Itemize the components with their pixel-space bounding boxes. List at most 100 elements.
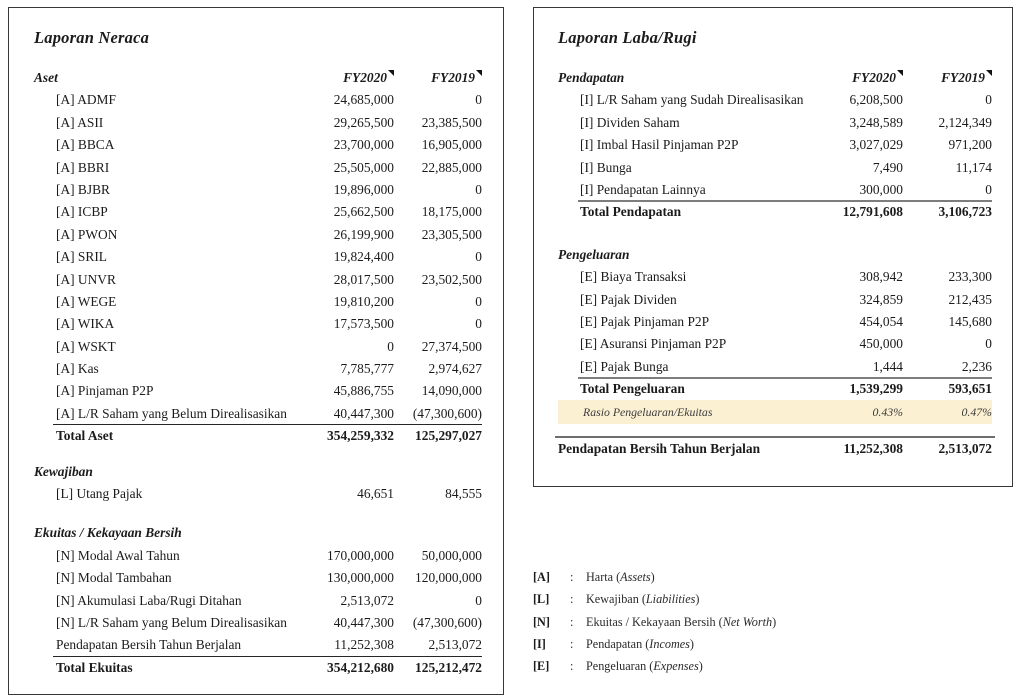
fy2019-value: 23,502,500	[421, 271, 482, 287]
report-row: [A] BJBR 19,896,000 0	[9, 179, 503, 201]
row-label: [A] SRIL	[56, 249, 107, 265]
row-label: Total Pendapatan	[580, 204, 682, 220]
fy2019-value: 3,106,723	[938, 204, 992, 220]
fy2019-value: (47,300,600)	[412, 405, 482, 421]
fy2020-value: 19,824,400	[333, 249, 394, 265]
report-row: Pendapatan Bersih Tahun Berjalan 11,252,…	[534, 436, 1012, 460]
report-row: [A] ICBP 25,662,500 18,175,000	[9, 201, 503, 223]
fy2019-value: 0	[475, 249, 482, 265]
report-row: [A] WIKA 17,573,500 0	[9, 313, 503, 335]
fy2020-value: 450,000	[859, 336, 903, 352]
section-title: Aset	[34, 70, 58, 85]
fy2020-value: 3,248,589	[849, 114, 903, 130]
fy2019-value: 23,385,500	[421, 114, 482, 130]
fy2019-value: 2,236	[961, 358, 992, 374]
report-row: [I] Imbal Hasil Pinjaman P2P 3,027,029 9…	[534, 134, 1012, 156]
section-header-row: Aset FY2020 FY2019	[9, 67, 503, 89]
row-label: [A] BBRI	[56, 159, 110, 175]
report-row: [N] L/R Saham yang Belum Direalisasikan …	[9, 612, 503, 634]
legend-description: Pengeluaran (Expenses)	[586, 659, 703, 674]
report-row: Total Pengeluaran 1,539,299 593,651	[534, 377, 1012, 400]
fy2019-value: 0	[985, 181, 992, 197]
row-label: [E] Pajak Bunga	[580, 358, 669, 374]
section-header-row: Pengeluaran	[534, 244, 1012, 266]
row-label: [E] Pajak Dividen	[580, 291, 677, 307]
fy2020-value: 1,539,299	[849, 381, 903, 397]
fy2019-value: 2,513,072	[428, 637, 482, 653]
fy2020-value: 170,000,000	[327, 547, 394, 563]
fy2019-value: 0	[475, 293, 482, 309]
report-row: [E] Asuransi Pinjaman P2P 450,000 0	[534, 333, 1012, 355]
fy2019-value: 120,000,000	[415, 570, 482, 586]
row-label: [I] Pendapatan Lainnya	[580, 181, 706, 197]
fy2020-value: 354,259,332	[327, 428, 394, 444]
fy2020-value: 29,265,500	[333, 114, 394, 130]
row-label: [N] Akumulasi Laba/Rugi Ditahan	[56, 592, 242, 608]
row-label: [E] Pajak Pinjaman P2P	[580, 313, 710, 329]
legend-description: Ekuitas / Kekayaan Bersih (Net Worth)	[586, 614, 777, 629]
section-title: Ekuitas / Kekayaan Bersih	[34, 525, 182, 541]
balance-sheet-title: Laporan Neraca	[34, 28, 150, 47]
report-row: [N] Akumulasi Laba/Rugi Ditahan 2,513,07…	[9, 590, 503, 612]
legend-description: Pendapatan (Incomes)	[586, 636, 694, 651]
fy2019-value: 0	[475, 592, 482, 608]
fy2020-value: 300,000	[859, 181, 903, 197]
row-label: [A] UNVR	[56, 271, 116, 287]
legend-separator: :	[570, 636, 574, 651]
row-label: [L] Utang Pajak	[56, 486, 143, 502]
fy2019-value: 50,000,000	[421, 547, 482, 563]
fy2019-value: 0	[475, 316, 482, 332]
fy2019-value: 11,174	[955, 159, 992, 175]
legend-separator: :	[570, 570, 574, 584]
report-row: [L] Utang Pajak 46,651 84,555	[9, 483, 503, 505]
fy2020-value: 23,700,000	[333, 137, 394, 153]
fy2020-value: 308,942	[859, 269, 903, 285]
report-row: Rasio Pengeluaran/Ekuitas 0.43% 0.47%	[558, 400, 992, 425]
comment-mark-icon	[388, 70, 394, 76]
legend-item: [E] : Pengeluaran (Expenses)	[533, 655, 1008, 677]
fy2020-value: 11,252,308	[334, 637, 394, 653]
report-row: [E] Pajak Bunga 1,444 2,236	[534, 356, 1012, 378]
fy2020-value: 3,027,029	[849, 137, 903, 153]
fy2019-value: 0	[475, 92, 482, 108]
legend-item: [I] : Pendapatan (Incomes)	[533, 633, 1008, 655]
fy2019-value: 22,885,000	[421, 159, 482, 175]
row-label: [A] WIKA	[56, 316, 115, 332]
fy2019-value: 18,175,000	[421, 204, 482, 220]
fy2019-value: 23,305,500	[421, 226, 482, 242]
report-row: [I] L/R Saham yang Sudah Direalisasikan …	[534, 89, 1012, 111]
fy2020-value: 324,859	[859, 291, 903, 307]
column-header-fy2020: FY2020	[808, 67, 903, 89]
row-label: Pendapatan Bersih Tahun Berjalan	[56, 637, 242, 653]
fy2020-value: 7,490	[872, 159, 903, 175]
income-statement-panel: Laporan Laba/Rugi Pendapatan FY2020 FY20…	[533, 7, 1013, 487]
fy2020-value: 40,447,300	[333, 614, 394, 630]
report-row: Total Aset 354,259,332 125,297,027	[9, 424, 503, 447]
row-label: [A] WSKT	[56, 338, 116, 354]
fy2020-value: 46,651	[357, 486, 394, 502]
fy2019-value: 971,200	[948, 137, 992, 153]
fy2020-value: 17,573,500	[333, 316, 394, 332]
row-label: [A] Pinjaman P2P	[56, 383, 154, 399]
fy2020-value: 7,785,777	[340, 361, 394, 377]
column-header-fy2019: FY2019	[394, 67, 482, 89]
report-row: [A] BBCA 23,700,000 16,905,000	[9, 134, 503, 156]
fy2020-value: 454,054	[859, 313, 903, 329]
balance-sheet-panel: Laporan Neraca Aset FY2020 FY2019 [A] AD…	[8, 7, 504, 695]
report-row: [A] SRIL 19,824,400 0	[9, 246, 503, 268]
income-statement-table: Pendapatan FY2020 FY2019 [I] L/R Saham y…	[534, 67, 1012, 461]
row-label: [I] Dividen Saham	[580, 114, 680, 130]
legend-code: [I]	[533, 636, 546, 651]
row-label: [I] Imbal Hasil Pinjaman P2P	[580, 137, 739, 153]
legend-item: [N] : Ekuitas / Kekayaan Bersih (Net Wor…	[533, 611, 1008, 633]
row-label: [E] Asuransi Pinjaman P2P	[580, 336, 727, 352]
column-header-fy2019: FY2019	[903, 67, 992, 89]
report-row: [A] Pinjaman P2P 45,886,755 14,090,000	[9, 380, 503, 402]
row-label: [N] Modal Awal Tahun	[56, 547, 180, 563]
report-row: Total Pendapatan 12,791,608 3,106,723	[534, 200, 1012, 223]
report-row: [A] BBRI 25,505,000 22,885,000	[9, 157, 503, 179]
code-legend: [A] : Harta (Assets) [L] : Kewajiban (Li…	[533, 566, 1008, 677]
legend-separator: :	[570, 614, 574, 629]
section-title: Pendapatan	[558, 70, 625, 85]
